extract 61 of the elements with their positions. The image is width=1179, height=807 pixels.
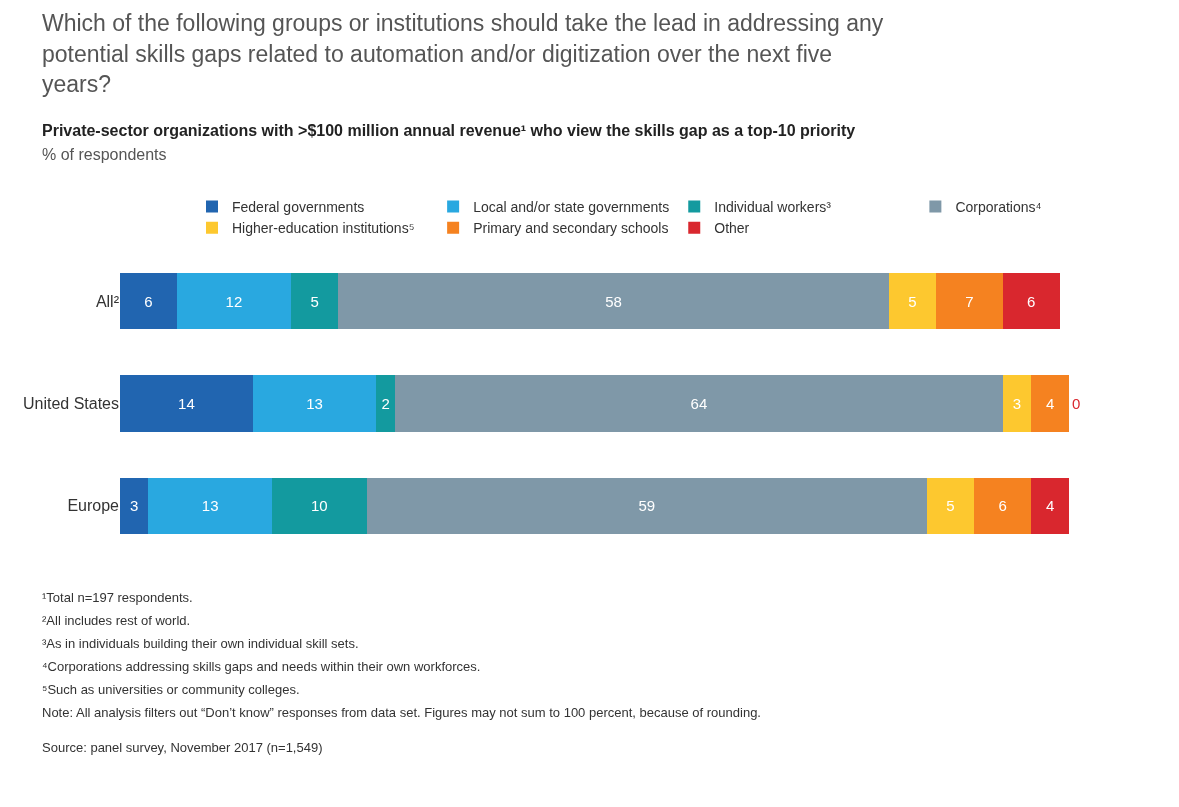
bar xyxy=(395,375,1003,432)
bar xyxy=(936,273,1003,330)
bar xyxy=(1002,375,1032,432)
data-label: 5 xyxy=(310,292,319,310)
legend-label: Individual workers³ xyxy=(714,198,832,215)
bar xyxy=(366,477,927,534)
data-label: 12 xyxy=(225,292,243,310)
data-label: 6 xyxy=(998,497,1007,515)
legend-label: Other xyxy=(714,220,750,237)
data-label: 5 xyxy=(908,292,917,310)
text: % of respondents xyxy=(42,146,167,163)
bar xyxy=(926,477,975,534)
bar xyxy=(1031,477,1070,534)
data-label: 2 xyxy=(381,395,390,412)
source-note: Source: panel survey, November 2017 (n=1,549) xyxy=(42,740,323,755)
data-label: 4 xyxy=(1045,497,1055,515)
legend-label: Primary and secondary schools xyxy=(473,220,669,237)
legend-label: Federal governments xyxy=(232,198,365,215)
data-label: 13 xyxy=(201,497,219,515)
legend-label: Corporations⁴ xyxy=(955,198,1042,215)
bar xyxy=(271,477,367,534)
data-label: 7 xyxy=(965,292,974,310)
text: ⁵Such as universities or community colleges. xyxy=(42,682,300,697)
bar xyxy=(120,375,253,432)
data-label: 3 xyxy=(130,497,139,515)
legend-label: Higher-education institutions⁵ xyxy=(232,220,415,237)
bar xyxy=(176,273,291,330)
text: ⁴Corporations addressing skills gaps and needs within their own workforces. xyxy=(42,659,481,674)
data-label: 58 xyxy=(605,292,622,310)
data-label: 13 xyxy=(306,395,323,412)
bar xyxy=(1031,375,1070,432)
bar xyxy=(338,273,889,330)
legend-label: Local and/or state governments xyxy=(473,198,670,215)
data-label: 0 xyxy=(1072,395,1081,412)
data-label: 64 xyxy=(690,395,708,412)
bar xyxy=(1002,273,1060,330)
data-label: 5 xyxy=(946,497,955,515)
y-tick-label: All² xyxy=(95,292,120,310)
text: ¹Total n=197 respondents. xyxy=(42,590,193,605)
bar xyxy=(974,477,1032,534)
data-label: 6 xyxy=(1026,292,1036,310)
y-tick-label: Europe xyxy=(67,497,120,515)
bar xyxy=(290,273,339,330)
bar xyxy=(120,273,177,330)
data-label: 10 xyxy=(310,497,328,515)
data-label: 3 xyxy=(1012,395,1022,412)
data-label: 59 xyxy=(638,497,656,515)
text: Note: All analysis filters out “Don’t know” responses from data set. Figures may not sum to 100 percent, because of rounding. xyxy=(42,705,761,720)
bar xyxy=(120,477,149,534)
y-tick-label: United States xyxy=(22,395,119,413)
data-label: 14 xyxy=(178,395,195,412)
chart-subtitle: Private-sector organizations with >$100 million annual revenue¹ who view the skills gap as a top-10 priority xyxy=(42,122,856,139)
bar xyxy=(252,375,377,432)
text: ³As in individuals building their own individual skill sets. xyxy=(42,636,359,651)
bar xyxy=(148,477,272,534)
bar xyxy=(888,273,937,330)
text: ²All includes rest of world. xyxy=(42,613,191,628)
data-label: 4 xyxy=(1045,395,1055,412)
data-label: 6 xyxy=(144,292,153,310)
bar xyxy=(376,375,396,432)
chart-title: Which of the following groups or institutions should take the lead in addressing any potential skills gaps related to automation and/or digitization over the next five years? xyxy=(42,10,884,97)
